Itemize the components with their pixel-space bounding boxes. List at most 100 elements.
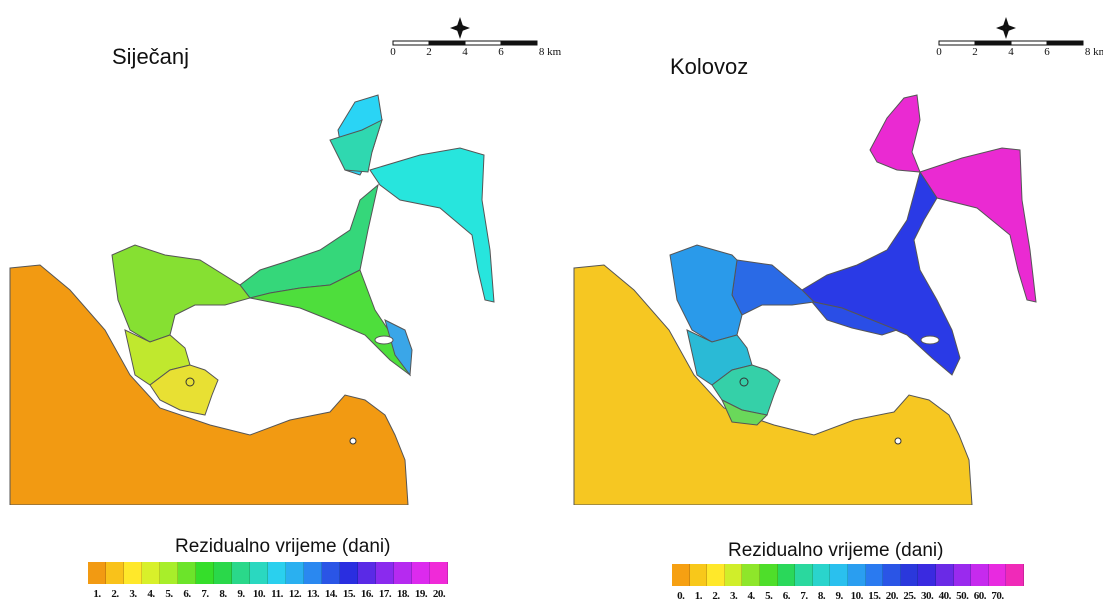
legend-tick-label: 1. [694, 590, 703, 602]
land-area [573, 264, 973, 505]
legend-tick-label: 60. [973, 590, 987, 602]
legend-tick-label: 14. [324, 588, 338, 600]
legend-swatch [988, 564, 1007, 586]
legend-tick-label: 25. [903, 590, 916, 602]
legend-tick-label: 4. [747, 590, 756, 602]
legend-swatch [358, 562, 376, 584]
north-arrow-and-scale-icon [392, 17, 538, 46]
sea-zones [111, 94, 495, 416]
legend-tick-label: 0. [677, 590, 685, 602]
legend-swatch [322, 562, 340, 584]
legend-swatch [742, 564, 760, 586]
legend-tick-label: 20. [432, 588, 446, 600]
legend-tick-label: 50. [956, 590, 969, 602]
scale-bar: 0 2 4 6 8 km [388, 14, 562, 70]
legend-swatch [724, 564, 743, 586]
legend-swatch [142, 562, 160, 584]
legend-swatch [953, 564, 972, 586]
legend-color-bar [88, 562, 448, 584]
legend-swatch [394, 562, 412, 584]
legend-swatch [918, 564, 936, 586]
legend-tick-labels: 1. 2. 3. 4. 5. 6. 7. 8. 9. 10. 11. 12. 13. 14. 15. 16. 1… [88, 588, 448, 600]
legend-swatch [830, 564, 848, 586]
map-title: Siječanj [112, 44, 190, 69]
legend-swatch [935, 564, 954, 586]
legend-tick-label: 5. [165, 588, 173, 600]
legend-tick-label: 40. [938, 590, 952, 602]
scale-label-6: 6 [498, 46, 504, 58]
legend-tick-labels: 0. 1. 2. 3. 4. 5. 6. 7. 8. 9. 10. 15. 20. 25. 30. 40. 50… [672, 590, 1024, 602]
north-arrow-icon [450, 17, 470, 39]
north-arrow-and-scale-icon [938, 17, 1084, 46]
legend-swatch [812, 564, 831, 586]
legend-swatch [883, 564, 901, 586]
legend-tick-label: 2. [111, 588, 119, 600]
legend-swatch [178, 562, 196, 584]
residual-time-map [573, 94, 1037, 505]
legend-swatch [707, 564, 725, 586]
scale-label-2: 2 [972, 46, 978, 58]
legend-tick-label: 20. [885, 590, 899, 602]
legend-tick-label: 3. [129, 588, 137, 600]
legend-title: Rezidualno vrijeme (dani) [175, 536, 391, 557]
legend-tick-label: 7. [800, 590, 808, 602]
legend-tick-label: 16. [360, 588, 374, 600]
legend-swatch [250, 562, 268, 584]
legend-tick-label: 18. [396, 588, 410, 600]
legend-swatch [1006, 564, 1024, 586]
legend-tick-label: 17. [378, 588, 392, 600]
scale-label-0: 0 [936, 46, 942, 58]
legend-swatch [232, 562, 250, 584]
legend-tick-label: 10. [850, 590, 864, 602]
legend-tick-label: 10. [252, 588, 266, 600]
north-arrow-icon [996, 17, 1016, 39]
legend-tick-label: 3. [729, 590, 738, 602]
legend-swatch [376, 562, 394, 584]
legend-tick-label: 9. [237, 588, 245, 600]
legend-swatch [196, 562, 214, 584]
scale-label-0: 0 [390, 46, 396, 58]
legend-swatch [214, 562, 232, 584]
legend-swatch [268, 562, 286, 584]
legend-tick-label: 11. [271, 588, 283, 600]
legend-tick-label: 12. [288, 588, 302, 600]
legend-swatch [971, 564, 989, 586]
legend-tick-label: 19. [414, 588, 428, 600]
legend-tick-label: 8. [817, 590, 826, 602]
land-area [9, 264, 409, 505]
legend-swatch [847, 564, 866, 586]
scale-bar: 0 2 4 6 8 km [934, 14, 1103, 70]
legend-tick-label: 5. [765, 590, 773, 602]
legend-swatch [412, 562, 430, 584]
legend-tick-label: 70. [991, 590, 1004, 602]
legend-swatch [430, 562, 448, 584]
map-title: Kolovoz [670, 54, 749, 79]
scale-label-8: 8 km [538, 46, 562, 58]
legend-swatch [304, 562, 322, 584]
legend-swatch [777, 564, 796, 586]
legend-tick-label: 30. [920, 590, 934, 602]
scale-label-8: 8 km [1084, 46, 1103, 58]
legend-tick-label [1006, 590, 1024, 602]
scale-label-4: 4 [1008, 46, 1014, 58]
legend-tick-label: 7. [201, 588, 209, 600]
legend-swatch [865, 564, 884, 586]
legend-tick-label: 4. [147, 588, 155, 600]
legend-swatch [900, 564, 919, 586]
map-panel-august: Kolovoz 0 2 4 6 8 km [552, 0, 1103, 608]
legend-tick-label: 2. [712, 590, 720, 602]
legend-swatch [106, 562, 124, 584]
scale-label-4: 4 [462, 46, 468, 58]
legend-swatch [124, 562, 142, 584]
legend-tick-label: 15. [342, 588, 356, 600]
legend-tick-label: 13. [306, 588, 320, 600]
legend-swatch [160, 562, 178, 584]
legend-tick-label: 6. [782, 590, 791, 602]
map-panel-january: Siječanj 0 2 4 6 8 km [9, 17, 561, 600]
legend-color-bar [672, 564, 1024, 586]
legend-title: Rezidualno vrijeme (dani) [728, 540, 944, 561]
sea-zones [669, 94, 1037, 426]
legend-tick-label: 6. [183, 588, 191, 600]
scale-label-6: 6 [1044, 46, 1050, 58]
legend-swatch [795, 564, 813, 586]
